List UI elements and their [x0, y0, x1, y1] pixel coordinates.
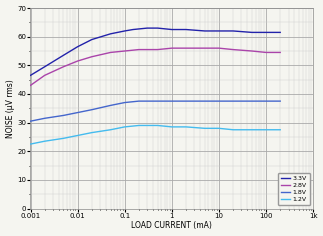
Line: 3.3V: 3.3V	[30, 28, 280, 75]
3.3V	[184, 28, 188, 31]
1.2V	[264, 128, 268, 131]
3.3V	[231, 30, 235, 32]
3.3V	[278, 31, 282, 34]
1.8V	[76, 111, 79, 114]
1.2V	[123, 126, 127, 128]
3.3V	[250, 31, 254, 34]
2.8V	[90, 55, 94, 58]
1.2V	[28, 143, 32, 145]
1.2V	[43, 140, 47, 143]
2.8V	[184, 47, 188, 50]
1.8V	[250, 100, 254, 102]
3.3V	[90, 38, 94, 41]
1.2V	[90, 131, 94, 134]
2.8V	[43, 74, 47, 77]
1.8V	[123, 101, 127, 104]
1.2V	[156, 124, 160, 127]
Y-axis label: NOISE (μV rms): NOISE (μV rms)	[5, 79, 15, 138]
2.8V	[231, 48, 235, 51]
3.3V	[76, 45, 79, 48]
2.8V	[28, 84, 32, 87]
1.2V	[61, 137, 65, 140]
3.3V	[170, 28, 174, 31]
3.3V	[61, 54, 65, 57]
1.2V	[137, 124, 141, 127]
1.2V	[76, 134, 79, 137]
3.3V	[123, 30, 127, 32]
1.8V	[137, 100, 141, 102]
1.2V	[217, 127, 221, 130]
Legend: 3.3V, 2.8V, 1.8V, 1.2V: 3.3V, 2.8V, 1.8V, 1.2V	[278, 173, 310, 205]
3.3V	[43, 65, 47, 68]
2.8V	[250, 50, 254, 52]
2.8V	[137, 48, 141, 51]
3.3V	[156, 27, 160, 30]
1.8V	[203, 100, 207, 102]
1.8V	[156, 100, 160, 102]
Line: 1.2V: 1.2V	[30, 126, 280, 144]
1.2V	[109, 128, 112, 131]
1.8V	[43, 117, 47, 120]
1.2V	[250, 128, 254, 131]
2.8V	[203, 47, 207, 50]
2.8V	[61, 65, 65, 68]
1.2V	[170, 126, 174, 128]
X-axis label: LOAD CURRENT (mA): LOAD CURRENT (mA)	[131, 221, 212, 230]
Line: 1.8V: 1.8V	[30, 101, 280, 121]
1.8V	[170, 100, 174, 102]
1.2V	[203, 127, 207, 130]
Line: 2.8V: 2.8V	[30, 48, 280, 85]
3.3V	[217, 30, 221, 32]
1.8V	[61, 114, 65, 117]
1.8V	[90, 108, 94, 111]
2.8V	[217, 47, 221, 50]
3.3V	[28, 74, 32, 77]
1.8V	[217, 100, 221, 102]
1.8V	[264, 100, 268, 102]
1.2V	[278, 128, 282, 131]
2.8V	[156, 48, 160, 51]
1.2V	[231, 128, 235, 131]
2.8V	[123, 50, 127, 52]
3.3V	[109, 32, 112, 35]
1.8V	[109, 104, 112, 107]
3.3V	[203, 30, 207, 32]
3.3V	[264, 31, 268, 34]
1.8V	[231, 100, 235, 102]
1.8V	[28, 120, 32, 122]
2.8V	[170, 47, 174, 50]
1.2V	[184, 126, 188, 128]
2.8V	[76, 60, 79, 63]
2.8V	[264, 51, 268, 54]
3.3V	[145, 27, 149, 30]
2.8V	[278, 51, 282, 54]
3.3V	[131, 28, 135, 31]
1.8V	[278, 100, 282, 102]
1.8V	[184, 100, 188, 102]
2.8V	[109, 51, 112, 54]
